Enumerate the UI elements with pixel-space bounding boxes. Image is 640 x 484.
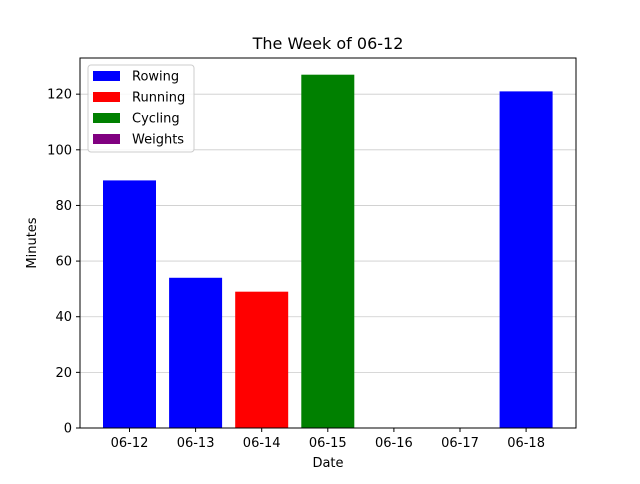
y-tick-label: 40 [55, 310, 72, 325]
x-tick-label: 06-17 [441, 436, 479, 451]
x-tick-label: 06-15 [309, 436, 347, 451]
legend-swatch-rowing [93, 71, 120, 81]
legend-label-rowing: Rowing [132, 70, 179, 85]
x-tick-label: 06-16 [375, 436, 413, 451]
legend-swatch-running [93, 92, 120, 102]
x-axis-label: Date [312, 456, 343, 471]
y-tick-label: 0 [64, 422, 72, 437]
bars [103, 74, 553, 429]
legend: Rowing Running Cycling Weights [87, 64, 195, 153]
chart-title: The Week of 06-12 [252, 34, 404, 53]
y-axis-label: Minutes [25, 217, 40, 268]
legend-swatch-cycling [93, 113, 120, 123]
legend-box [87, 64, 195, 153]
bar-06-12 [103, 180, 156, 428]
y-tick-label: 120 [47, 88, 72, 103]
x-tick-label: 06-14 [243, 436, 281, 451]
y-tick-label: 80 [55, 199, 72, 214]
bar-06-15 [301, 74, 355, 429]
bar-06-14 [235, 291, 289, 428]
x-tick-label: 06-13 [177, 436, 215, 451]
x-axis: 06-12 06-13 06-14 06-15 06-16 06-17 06-18 [111, 428, 545, 451]
bar-06-13 [169, 277, 223, 428]
bar-06-18 [499, 91, 553, 429]
legend-label-weights: Weights [132, 133, 184, 148]
x-tick-label: 06-18 [507, 436, 545, 451]
x-tick-label: 06-12 [111, 436, 149, 451]
y-tick-label: 20 [55, 366, 72, 381]
legend-swatch-weights [93, 134, 120, 144]
y-tick-label: 60 [55, 255, 72, 270]
legend-label-running: Running [132, 91, 185, 106]
legend-label-cycling: Cycling [132, 112, 180, 127]
y-axis: 0 20 40 60 80 100 120 [47, 88, 80, 437]
y-tick-label: 100 [47, 143, 72, 158]
